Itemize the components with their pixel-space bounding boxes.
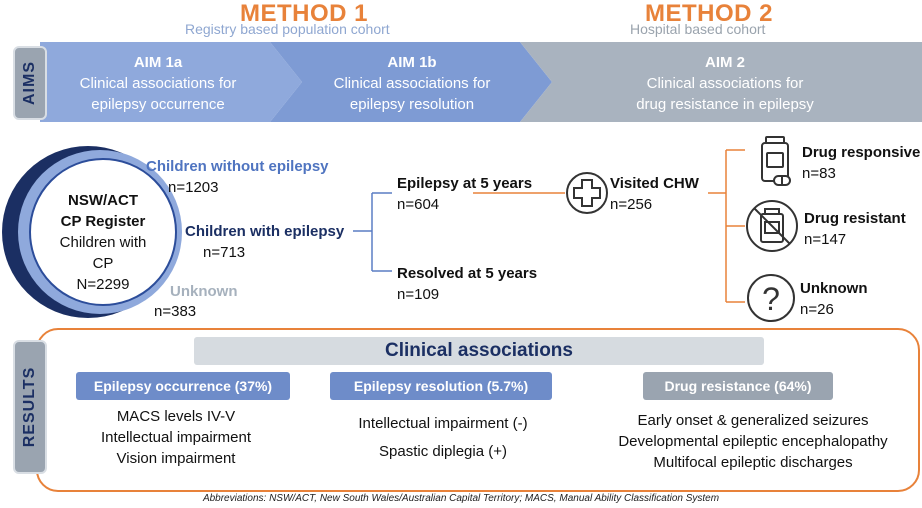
aim2-title: AIM 2 [704,54,745,71]
resistance-item: Developmental epileptic encephalopathy [618,433,888,450]
with-n: n=713 [203,244,246,261]
epilepsy5-n: n=604 [397,196,440,213]
question-icon: ? [747,274,795,322]
aim1a-line2: epilepsy occurrence [91,96,225,113]
aim1b-line1: Clinical associations for [333,75,491,92]
unknown-n: n=383 [154,303,197,320]
register-text: NSW/ACT CP Register Children with CP N=2… [33,190,173,295]
connector-branch-1 [353,192,392,272]
resistant-n: n=147 [804,231,847,248]
resolution-list: Intellectual impairment (-) Spastic dipl… [320,410,566,466]
aim1b-line2: epilepsy resolution [349,96,475,113]
method1-title: METHOD 1 [240,0,369,27]
resolution-item: Intellectual impairment (-) [358,415,528,432]
chw-label: Visited CHW [610,175,699,192]
resolution-pill: Epilepsy resolution (5.7%) [330,372,552,400]
resistance-list: Early onset & generalized seizures Devel… [598,410,908,473]
resistance-item: Early onset & generalized seizures [637,412,869,429]
drug-resistant-icon [746,200,798,252]
aim2-arrow [520,42,922,122]
aim1a-title: AIM 1a [133,54,183,71]
unknown2-label: Unknown [800,280,868,297]
without-label: Children without epilepsy [146,158,329,175]
resistance-item: Multifocal epileptic discharges [653,454,853,471]
aim2-line2: drug resistance in epilepsy [636,96,814,113]
results-tab: RESULTS [13,340,47,474]
aim1b-arrow [270,42,552,122]
resolved5-n: n=109 [397,286,440,303]
unknown2-n: n=26 [800,301,834,318]
register-line1: NSW/ACT [68,192,138,209]
occurrence-item: MACS levels IV-V [116,408,236,425]
register-line5: N=2299 [76,276,130,293]
responsive-label: Drug responsive [802,144,921,161]
aim2-text: AIM 2 Clinical associations for drug res… [610,52,840,115]
connector-branch-2 [473,149,745,303]
register-line3: Children with [59,234,147,251]
aim1a-arrow [40,42,302,122]
pill-bottle-icon [761,136,791,186]
method2-cohort: Hospital based cohort [630,21,766,37]
abbreviations-footer: Abbreviations: NSW/ACT, New South Wales/… [202,493,720,504]
occurrence-list: MACS levels IV-V Intellectual impairment… [56,406,296,469]
aim1a-line1: Clinical associations for [79,75,237,92]
resistance-pill: Drug resistance (64%) [643,372,833,400]
aim1b-title: AIM 1b [387,54,437,71]
resolved5-label: Resolved at 5 years [397,265,538,282]
svg-text:?: ? [762,281,780,317]
aim1b-text: AIM 1b Clinical associations for epileps… [312,52,512,115]
medical-cross-icon [566,172,608,214]
chw-n: n=256 [610,196,653,213]
register-circle [29,158,177,306]
register-line2: CP Register [60,213,146,230]
aim1a-text: AIM 1a Clinical associations for epileps… [58,52,258,115]
register-line4: CP [92,255,114,272]
occurrence-item: Vision impairment [116,450,236,467]
clinical-associations-heading: Clinical associations [194,337,764,365]
aims-tab: AIMS [13,46,47,120]
occurrence-pill: Epilepsy occurrence (37%) [76,372,290,400]
epilepsy5-label: Epilepsy at 5 years [397,175,533,192]
with-label: Children with epilepsy [185,223,345,240]
without-n: n=1203 [168,179,219,196]
occurrence-item: Intellectual impairment [100,429,252,446]
method2-title: METHOD 2 [645,0,774,27]
unknown-label: Unknown [170,283,238,300]
resolution-item: Spastic diplegia (+) [379,443,507,460]
responsive-n: n=83 [802,165,836,182]
method1-cohort: Registry based population cohort [185,21,390,37]
aim2-line1: Clinical associations for [646,75,804,92]
resistant-label: Drug resistant [804,210,906,227]
